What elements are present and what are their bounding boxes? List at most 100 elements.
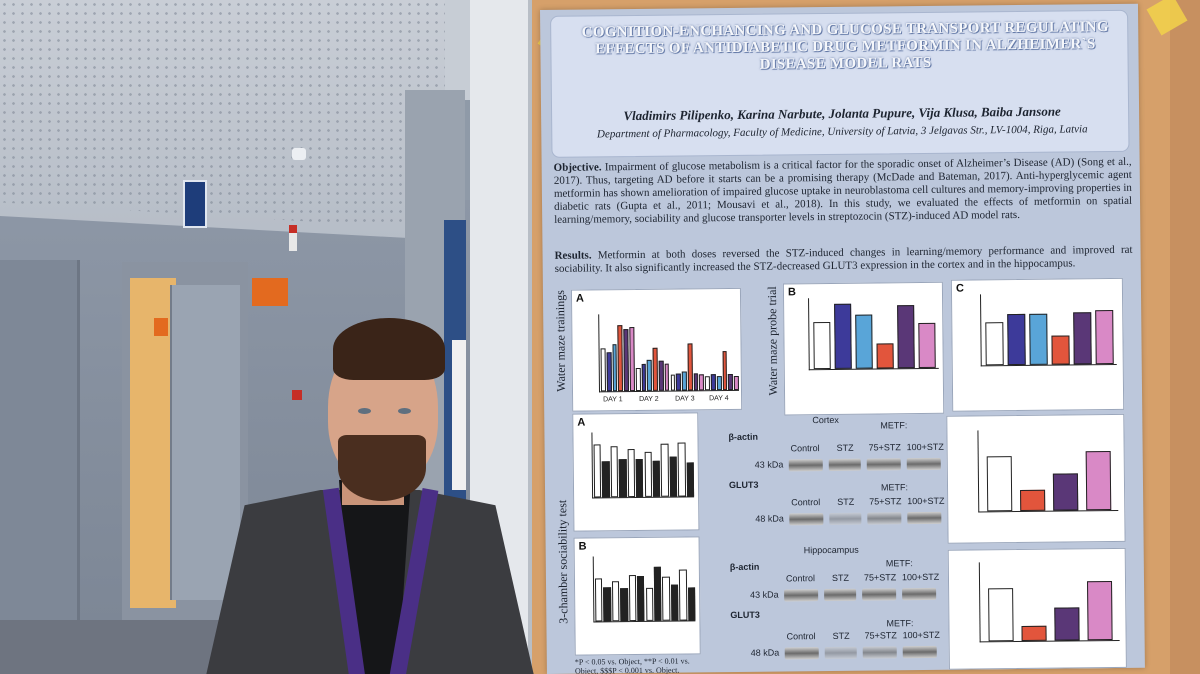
trainBars-bar-8 bbox=[646, 359, 653, 391]
figure-probe-b: B bbox=[782, 281, 945, 416]
cortex-metf-label-2: METF: bbox=[880, 482, 909, 493]
glutC-bar-0 bbox=[986, 456, 1013, 512]
socB-bar-3 bbox=[620, 588, 629, 622]
cortex-kda-48: 48 kDa bbox=[755, 513, 784, 524]
sociability-a-bars bbox=[592, 430, 695, 498]
glut3-hippo-axis bbox=[978, 560, 1121, 643]
socB-bar-5 bbox=[637, 576, 645, 622]
trainBars-bar-9 bbox=[652, 347, 658, 391]
white-wall-panel bbox=[452, 340, 466, 490]
label-sociability: 3-chamber sociability test bbox=[555, 499, 571, 624]
trainBars-bar-14 bbox=[681, 370, 687, 391]
hippo-metf-label-1: METF: bbox=[885, 558, 913, 569]
open-doorway bbox=[130, 278, 176, 608]
band-c-glut-3 bbox=[867, 512, 902, 525]
objective-paragraph: Objective. Impairment of glucose metabol… bbox=[554, 156, 1133, 227]
socA-bar-10 bbox=[677, 442, 686, 497]
left-eye bbox=[358, 408, 371, 414]
trainBars-bar-2 bbox=[612, 344, 618, 392]
hippo-glut3-label: GLUT3 bbox=[730, 609, 760, 621]
trainBars-bar-7 bbox=[641, 363, 647, 391]
socB-bar-4 bbox=[628, 574, 637, 622]
poster-header: COGNITION-ENCHANCING AND GLUCOSE TRANSPO… bbox=[550, 9, 1130, 158]
panel-c-letter: C bbox=[955, 282, 964, 295]
objective-label: Objective. bbox=[553, 161, 602, 174]
glutH-bar-2 bbox=[1054, 607, 1080, 641]
probeB-bar-1 bbox=[834, 303, 852, 369]
figure-glut3-cortex bbox=[946, 413, 1126, 544]
band-h-actin-3 bbox=[862, 588, 897, 601]
band-h-glut-2 bbox=[824, 646, 857, 660]
right-eye bbox=[398, 408, 411, 414]
panel-b-letter: B bbox=[787, 286, 796, 299]
probe-c-axis bbox=[980, 292, 1117, 367]
trainBars-bar-12 bbox=[670, 375, 676, 391]
trainBars-bar-13 bbox=[676, 373, 682, 391]
label-water-maze-probe: Water maze probe trial bbox=[764, 286, 781, 396]
trainBars-bar-3 bbox=[617, 324, 624, 392]
cortex-75-2: 75+STZ bbox=[869, 496, 902, 507]
trainBars-bar-10 bbox=[658, 361, 664, 391]
cortex-control-1: Control bbox=[790, 443, 820, 454]
cortex-100-2: 100+STZ bbox=[907, 495, 945, 507]
poster-title: COGNITION-ENCHANCING AND GLUCOSE TRANSPO… bbox=[581, 19, 1109, 73]
trainBars-bar-22 bbox=[728, 374, 734, 391]
trainBars-bar-11 bbox=[664, 363, 670, 391]
socA-bar-0 bbox=[593, 444, 602, 498]
poster-authors: Vladimirs Pilipenko, Karina Narbute, Jol… bbox=[623, 103, 1061, 124]
socA-bar-9 bbox=[669, 456, 678, 497]
socA-bar-1 bbox=[602, 460, 610, 498]
probeC-bar-1 bbox=[1007, 313, 1026, 366]
day-2-label: DAY 2 bbox=[639, 395, 659, 403]
presenter-person bbox=[200, 310, 540, 674]
trainBars-bar-18 bbox=[705, 376, 711, 391]
fire-sign bbox=[289, 225, 297, 251]
day-1-label: DAY 1 bbox=[603, 396, 623, 404]
socB-bar-0 bbox=[594, 578, 603, 622]
glut3-cortex-axis bbox=[977, 428, 1119, 513]
hippo-control-2: Control bbox=[786, 631, 816, 642]
cortex-stz-2: STZ bbox=[837, 496, 855, 507]
day-3-label: DAY 3 bbox=[675, 395, 695, 403]
glutH-bar-3 bbox=[1087, 581, 1113, 641]
probeB-bar-4 bbox=[897, 304, 915, 369]
glutC-bar-1 bbox=[1020, 489, 1046, 511]
hippo-metf-label-2: METF: bbox=[886, 618, 914, 629]
hippo-75-2: 75+STZ bbox=[864, 630, 897, 641]
sociability-b-letter: B bbox=[578, 540, 587, 553]
results-label: Results. bbox=[554, 249, 592, 262]
hippo-control-1: Control bbox=[785, 573, 816, 584]
socB-bar-1 bbox=[603, 586, 612, 622]
wall-perforation bbox=[0, 0, 445, 230]
band-c-actin-3 bbox=[866, 458, 901, 471]
band-c-glut-1 bbox=[789, 513, 824, 526]
hippo-100-2: 100+STZ bbox=[902, 629, 940, 641]
socB-bar-8 bbox=[662, 577, 671, 621]
cortex-stz-1: STZ bbox=[836, 442, 854, 453]
figure-probe-c: C bbox=[950, 277, 1125, 412]
socA-bar-2 bbox=[610, 445, 619, 498]
blue-room-sign bbox=[183, 180, 207, 228]
objective-text: Impairment of glucose metabolism is a cr… bbox=[553, 155, 1133, 226]
socA-bar-4 bbox=[627, 449, 636, 498]
band-h-actin-4 bbox=[902, 587, 937, 601]
board-pole bbox=[1170, 0, 1200, 674]
hippo-stz-2: STZ bbox=[832, 630, 850, 641]
figure-water-maze-trainings: A DAY 1 DAY 2 DAY 3 DAY 4 bbox=[570, 287, 743, 412]
orange-small-sign bbox=[154, 318, 168, 336]
band-h-glut-1 bbox=[784, 647, 819, 660]
socB-bar-6 bbox=[645, 587, 654, 621]
results-text: Metformin at both doses reversed the STZ… bbox=[554, 243, 1133, 275]
socB-bar-2 bbox=[611, 581, 620, 622]
glutC-bar-3 bbox=[1085, 451, 1112, 511]
probeC-bar-4 bbox=[1073, 312, 1092, 365]
band-h-actin-2 bbox=[824, 588, 857, 602]
band-h-actin-1 bbox=[784, 589, 819, 602]
glut3-hippo-bars bbox=[980, 560, 1121, 642]
cortex-label: Cortex bbox=[812, 414, 839, 426]
beard bbox=[338, 435, 426, 501]
figure-glut3-hippo bbox=[947, 547, 1127, 670]
trainBars-bar-6 bbox=[635, 367, 641, 392]
socA-bar-3 bbox=[618, 458, 627, 498]
